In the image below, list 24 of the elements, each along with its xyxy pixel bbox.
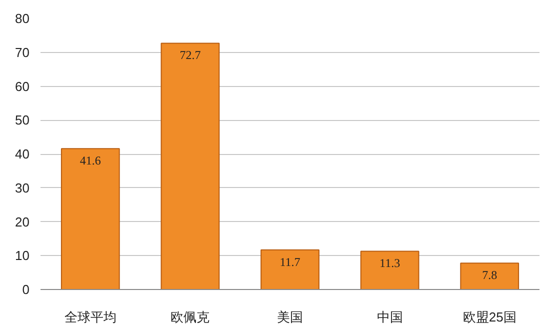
y-tick-label: 70 — [15, 44, 30, 60]
bar — [260, 249, 320, 290]
y-tick-label: 60 — [15, 78, 30, 94]
y-tick-label: 20 — [15, 214, 30, 230]
data-label: 41.6 — [80, 154, 101, 168]
bar — [160, 42, 220, 290]
y-tick-label: 40 — [15, 146, 30, 162]
x-tick-label: 中国 — [376, 310, 403, 324]
y-tick-label: 80 — [15, 11, 30, 26]
bar — [60, 148, 120, 290]
data-label: 7.8 — [482, 268, 498, 282]
bar — [360, 250, 420, 290]
data-label: 72.7 — [180, 48, 201, 62]
x-tick-label: 全球平均 — [64, 310, 116, 324]
data-label: 11.7 — [280, 254, 300, 269]
x-tick-label: 欧佩克 — [170, 310, 210, 324]
y-tick-label: 50 — [15, 112, 30, 128]
data-label: 11.3 — [380, 256, 400, 270]
x-tick-label: 美国 — [277, 310, 303, 324]
bar — [460, 262, 520, 290]
y-tick-label: 30 — [15, 180, 30, 196]
y-tick-label: 10 — [15, 248, 30, 264]
x-tick-label: 欧盟25国 — [462, 310, 516, 324]
y-tick-label: 0 — [22, 282, 30, 297]
